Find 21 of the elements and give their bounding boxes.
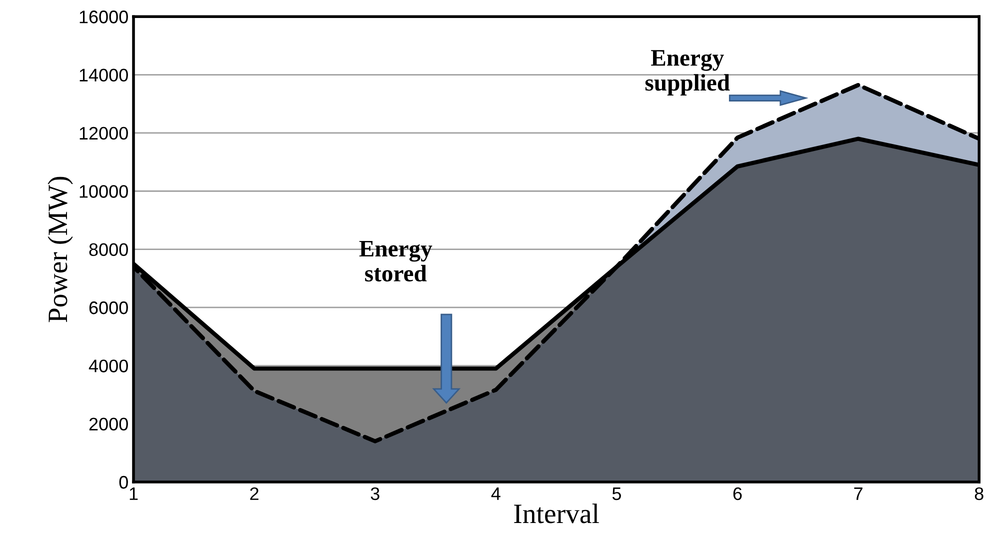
x-tick-label: 6 [733,487,742,500]
y-tick-label: 14000 [80,68,128,82]
x-tick-label: 2 [250,487,258,500]
x-tick-label: 1 [130,488,138,500]
y-tick-label: 2000 [89,418,128,431]
x-axis-title: Interval [514,504,599,524]
y-axis-title: Power (MW) [48,176,73,322]
x-tick-label: 7 [854,488,862,500]
x-tick-label: 5 [612,488,621,500]
x-tick-label: 8 [974,487,984,500]
x-tick-label: 3 [370,487,380,500]
y-tick-label: 8000 [89,243,128,256]
y-tick-label: 12000 [80,126,128,140]
y-tick-label: 6000 [89,301,128,314]
y-tick-label: 4000 [88,360,128,372]
y-tick-label: 10000 [80,185,128,198]
annotation: Energy stored [359,240,432,282]
x-tick-label: 4 [491,488,500,500]
y-tick-label: 16000 [80,10,128,24]
annotation: Energy supplied [645,50,730,96]
y-tick-label: 0 [119,476,128,489]
